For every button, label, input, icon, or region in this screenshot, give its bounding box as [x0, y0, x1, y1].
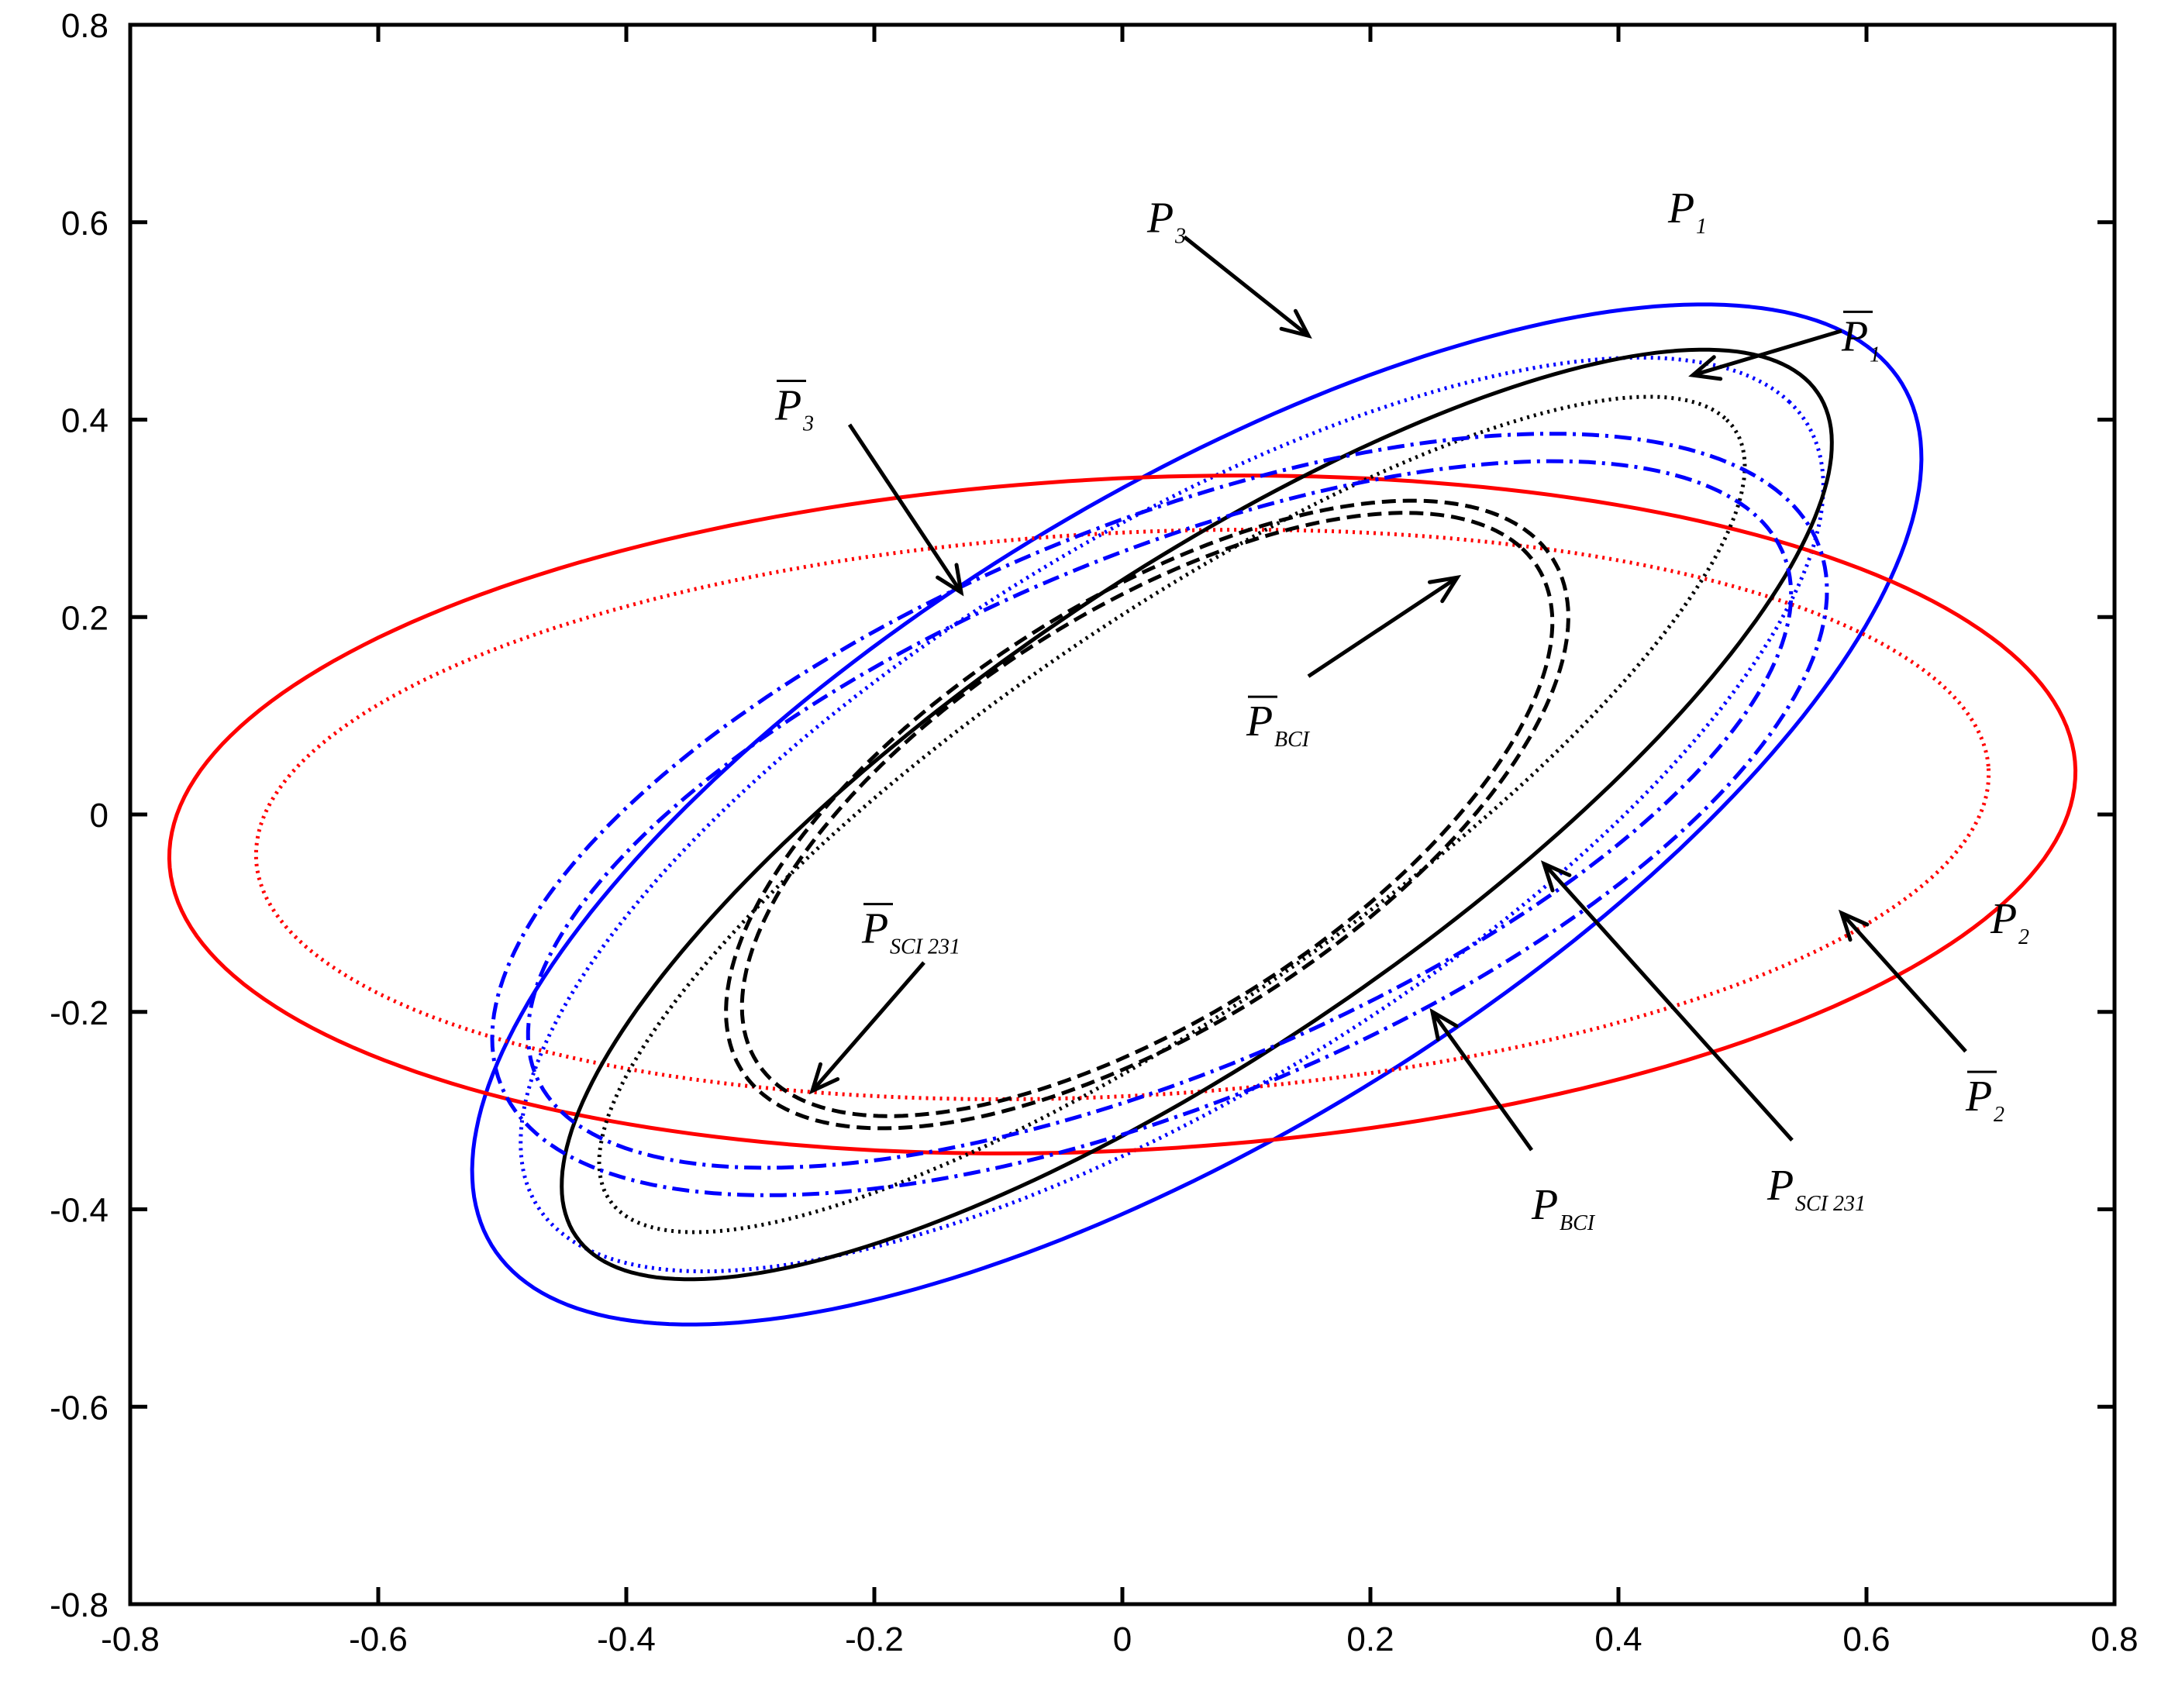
label-sub-PSCI231: SCI 231 — [1795, 1192, 1866, 1216]
x-tick-label: 0 — [1113, 1620, 1132, 1658]
label-sub-P1: 1 — [1696, 215, 1707, 239]
arrow-P1bar — [1692, 329, 1842, 377]
curve-P1 — [470, 302, 1924, 1327]
curve-PSCI231 — [526, 459, 1794, 1170]
arrow-PBCI — [1430, 1011, 1534, 1152]
y-tick-label: -0.8 — [50, 1586, 109, 1624]
label-sub-P3bar: 3 — [802, 412, 814, 436]
x-tick-label: -0.4 — [597, 1620, 656, 1658]
label-PSCI231: P SCI 231 — [1766, 1162, 1866, 1216]
curve-P3bar — [597, 394, 1747, 1235]
label-main-PBCIbar: P — [1246, 697, 1273, 746]
label-PSCI231bar: P SCI 231 — [861, 903, 960, 959]
y-tick-label: 0.2 — [61, 599, 109, 637]
label-sub-P2: 2 — [2018, 925, 2029, 949]
arrow-PSCI231bar — [811, 961, 925, 1093]
arrowhead-P2bar — [1838, 909, 1870, 942]
y-tick-label: -0.2 — [50, 994, 109, 1032]
label-sub-P3: 3 — [1174, 224, 1186, 248]
label-sub-PSCI231bar: SCI 231 — [890, 935, 960, 959]
label-main-P3: P — [1146, 194, 1174, 242]
arrowhead-P1bar — [1688, 355, 1723, 381]
arrowhead-PBCIbar — [1427, 574, 1462, 604]
label-main-P2: P — [1990, 895, 2017, 943]
curves-layer — [167, 302, 2078, 1327]
arrow-P2bar — [1840, 911, 1967, 1053]
y-tick-label: 0.4 — [61, 402, 109, 440]
label-sub-PBCIbar: BCI — [1274, 728, 1311, 752]
label-sub-P1bar: 1 — [1870, 343, 1880, 367]
label-main-P1bar: P — [1841, 312, 1868, 360]
label-PBCI: P BCI — [1531, 1181, 1596, 1235]
curve-P2bar — [253, 528, 1991, 1101]
arrow-P3bar — [847, 423, 963, 594]
x-tick-label: 0.6 — [1842, 1620, 1890, 1658]
arrows-layer — [808, 235, 1967, 1152]
x-tick-label: -0.2 — [845, 1620, 904, 1658]
y-tick-label: 0.8 — [61, 7, 109, 45]
label-main-P3bar: P — [774, 382, 801, 430]
label-main-P1: P — [1667, 184, 1694, 232]
arrowhead-P3bar — [936, 563, 964, 597]
label-main-PBCI: P — [1531, 1181, 1558, 1229]
arrowhead-PSCI231bar — [808, 1062, 840, 1095]
x-tick-label: -0.6 — [349, 1620, 408, 1658]
x-tick-label: 0.4 — [1594, 1620, 1642, 1658]
y-tick-label: -0.6 — [50, 1389, 109, 1427]
curve-PBCI — [490, 432, 1829, 1197]
label-main-PSCI231bar: P — [861, 905, 888, 953]
y-tick-label: -0.4 — [50, 1192, 109, 1230]
arrow-PSCI231 — [1542, 863, 1794, 1142]
y-tick-label: 0.6 — [61, 205, 109, 243]
label-PBCIbar: P BCI — [1246, 695, 1311, 752]
arrowhead-P3 — [1279, 308, 1312, 339]
x-tick-label: 0.8 — [2090, 1620, 2138, 1658]
curve-P2 — [167, 473, 2078, 1155]
curve-PBCIbar — [724, 498, 1570, 1131]
curve-P3 — [560, 347, 1834, 1282]
arrowhead-PBCI — [1429, 1007, 1459, 1042]
arrow-P3 — [1183, 235, 1310, 338]
curve-PSCI231bar — [739, 511, 1555, 1118]
label-sub-P2bar: 2 — [1994, 1103, 2004, 1127]
label-main-PSCI231: P — [1766, 1162, 1794, 1210]
label-main-P2bar: P — [1965, 1073, 1992, 1121]
x-tick-label: 0.2 — [1346, 1620, 1394, 1658]
arrow-PBCIbar — [1307, 576, 1459, 678]
arrowhead-PSCI231 — [1540, 860, 1572, 893]
x-tick-label: -0.8 — [101, 1620, 160, 1658]
y-tick-label: 0 — [90, 797, 109, 835]
axes-layer: -0.8 -0.6 -0.4 -0.2 0 0.2 0.4 0.6 0.8 -0.8 -0.6 -0.… — [50, 7, 2138, 1658]
label-sub-PBCI: BCI — [1560, 1211, 1596, 1235]
curve-P1bar — [519, 355, 1825, 1274]
